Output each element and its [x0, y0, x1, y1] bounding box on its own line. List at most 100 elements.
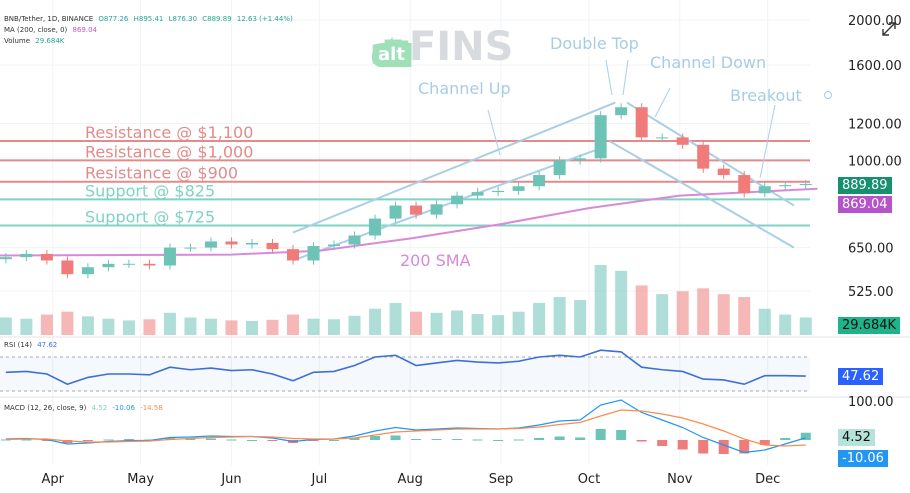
time-tick-label: Dec [755, 472, 780, 487]
candle [553, 160, 566, 176]
annotation-arrow [759, 104, 776, 179]
candle [61, 260, 74, 275]
candle [697, 144, 710, 169]
volume-bar [307, 318, 320, 335]
macd-tag: 4.52 [838, 429, 875, 446]
macd-histogram-bar [554, 436, 565, 440]
candle [451, 195, 464, 205]
macd-histogram-bar [185, 438, 196, 440]
ma-tag: 869.04 [838, 196, 892, 213]
macd-histogram-bar [308, 440, 319, 441]
volume-bar [0, 317, 12, 335]
candle [656, 137, 669, 139]
volume-bar [779, 314, 792, 335]
volume-bar [471, 314, 484, 335]
volume-bar [656, 294, 669, 335]
candle [389, 205, 402, 219]
volume-bar [81, 316, 94, 335]
volume-bar [533, 302, 546, 335]
volume-bar [40, 314, 53, 335]
candle [143, 263, 156, 266]
volume-value: 29.684K [35, 37, 65, 45]
channel-line [292, 101, 616, 234]
volume-bar [102, 318, 115, 335]
price-tag: 889.89 [838, 177, 892, 194]
macd-legend: MACD (12, 26, close, 9) 4.52 -10.06 -14.… [4, 404, 163, 412]
macd-histogram-bar [82, 440, 93, 441]
volume-bar [758, 308, 771, 335]
time-tick-label: Aug [398, 472, 423, 487]
macd-histogram-bar [493, 440, 504, 441]
candle [758, 186, 771, 194]
macd-histogram-bar [616, 430, 627, 440]
macd-histogram-bar [390, 435, 401, 440]
volume-bar [204, 318, 217, 335]
volume-bar [163, 312, 176, 335]
annotation-marker [824, 91, 832, 99]
candle [163, 247, 176, 266]
candle [574, 158, 587, 161]
annotation-channel-down: Channel Down [650, 53, 766, 72]
macd-histogram-bar [123, 439, 134, 440]
volume-bar [512, 311, 525, 335]
candle [635, 107, 648, 138]
volume-bar [328, 319, 341, 335]
histogram-value: -14.58 [140, 404, 163, 412]
signal-value: -10.06 [112, 404, 135, 412]
candle [0, 257, 12, 260]
annotation-breakout: Breakout [730, 86, 802, 105]
candle [81, 267, 94, 275]
macd-histogram-bar [0, 439, 11, 441]
expand-icon[interactable] [882, 22, 896, 36]
candle [102, 263, 115, 268]
macd-histogram-bar [575, 437, 586, 440]
volume-bar [738, 297, 751, 335]
volume-bar [143, 319, 156, 335]
ma-label: MA (200, close, 0) [4, 26, 68, 34]
annotation-arrow [622, 59, 629, 96]
candle [738, 175, 751, 194]
macd-histogram-bar [21, 439, 32, 441]
candle [184, 247, 197, 249]
level-label: Support @ $725 [85, 207, 215, 226]
volume-bar [389, 302, 402, 335]
volume-label: Volume [4, 37, 31, 45]
macd-histogram-bar [431, 439, 442, 440]
macd-histogram-bar [513, 439, 524, 441]
time-tick-label: Apr [41, 472, 64, 487]
macd-histogram-bar [246, 440, 257, 441]
volume-bar [410, 311, 423, 335]
volume-bar [553, 297, 566, 335]
ma-legend: MA (200, close, 0) 869.04 [4, 26, 97, 34]
macd-histogram-bar [103, 439, 114, 441]
macd-histogram-bar [267, 440, 278, 441]
candle [512, 186, 525, 191]
volume-bar [635, 285, 648, 335]
macd-histogram-bar [718, 440, 729, 454]
macd-value: 4.52 [91, 404, 108, 412]
macd-histogram-bar [205, 438, 216, 440]
candle [533, 175, 546, 187]
candle [779, 185, 792, 187]
macd-histogram-bar [41, 440, 52, 441]
level-label: Resistance @ $1,100 [85, 123, 253, 142]
altfins-logo: alt FINS [378, 24, 513, 70]
symbol-label: BNB/Tether, 1D, BINANCE [4, 15, 94, 23]
volume-bar [61, 311, 74, 335]
candle [348, 235, 361, 245]
level-label: Support @ $825 [85, 181, 215, 200]
time-tick-label: Nov [667, 472, 693, 487]
annotation-channel-up: Channel Up [418, 79, 511, 98]
macd-histogram-bar [759, 440, 770, 445]
macd-histogram-bar [370, 436, 381, 440]
level-label: Resistance @ $900 [85, 164, 238, 183]
volume-bar [676, 291, 689, 335]
volume-bar [594, 265, 607, 335]
volume-bar [492, 315, 505, 335]
price-tick-label: 1000.00 [848, 154, 902, 169]
time-tick-label: Jul [311, 472, 328, 487]
volume-bar [717, 294, 730, 335]
time-tick-label: Jun [220, 472, 241, 487]
channel-line [292, 149, 596, 262]
